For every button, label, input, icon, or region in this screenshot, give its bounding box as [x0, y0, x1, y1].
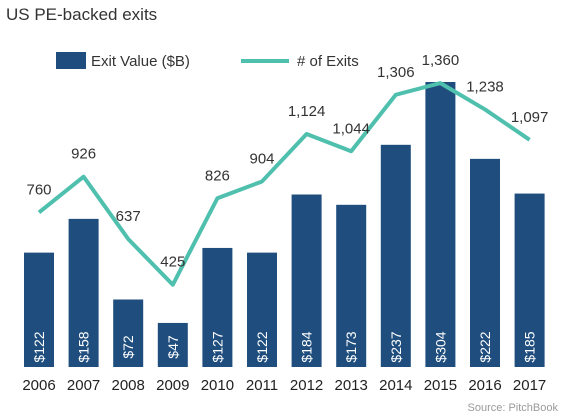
x-tick-2011: 2011 — [246, 377, 278, 394]
legend-label-num-exits: # of Exits — [297, 53, 359, 70]
x-tick-2017: 2017 — [513, 377, 546, 394]
bar-label-2013: $173 — [343, 331, 359, 362]
bar-label-2010: $127 — [209, 331, 225, 362]
x-tick-2007: 2007 — [67, 377, 100, 394]
legend: Exit Value ($B) # of Exits — [56, 52, 359, 70]
bar-label-2006: $122 — [31, 331, 47, 362]
bar-2016 — [470, 158, 500, 367]
exit-label-2007: 926 — [71, 146, 96, 163]
bar-label-2016: $222 — [477, 331, 493, 362]
x-tick-2014: 2014 — [379, 377, 412, 394]
exit-label-2015: 1,360 — [422, 52, 460, 69]
bar-label-2014: $237 — [388, 331, 404, 362]
exit-label-2014: 1,306 — [377, 64, 415, 81]
exit-label-2013: 1,044 — [332, 120, 370, 137]
chart-title: US PE-backed exits — [6, 5, 158, 24]
exit-label-2012: 1,124 — [288, 103, 326, 120]
exit-label-2008: 637 — [116, 208, 141, 225]
x-tick-2006: 2006 — [22, 377, 55, 394]
x-tick-2015: 2015 — [424, 377, 457, 394]
exit-label-2010: 826 — [205, 167, 230, 184]
bar-label-2017: $185 — [522, 331, 538, 362]
bar-label-2008: $72 — [120, 335, 136, 359]
exit-label-2011: 904 — [249, 150, 274, 167]
bar-2006 — [24, 252, 54, 367]
exit-label-2009: 425 — [160, 254, 185, 271]
source-note: Source: PitchBook — [467, 402, 559, 414]
legend-bar-swatch — [56, 52, 86, 69]
x-tick-2009: 2009 — [156, 377, 189, 394]
x-tick-2013: 2013 — [335, 377, 368, 394]
bar-2010 — [202, 247, 233, 367]
bar-2007 — [68, 218, 99, 367]
bar-2011 — [247, 252, 277, 367]
bar-2013 — [336, 204, 367, 367]
x-tick-2008: 2008 — [112, 377, 145, 394]
bar-2008 — [113, 299, 144, 367]
bar-label-2015: $304 — [432, 331, 448, 362]
legend-label-exit-value: Exit Value ($B) — [91, 53, 190, 70]
x-tick-2016: 2016 — [468, 377, 501, 394]
exits-line — [37, 81, 531, 287]
exit-label-2017: 1,097 — [511, 109, 549, 126]
exit-label-2016: 1,238 — [466, 78, 504, 95]
bar-label-2012: $184 — [299, 331, 315, 362]
bar-2009 — [157, 322, 188, 367]
bar-2012 — [291, 194, 322, 367]
bar-2017 — [514, 193, 545, 367]
bar-2015 — [425, 82, 456, 367]
x-tick-2012: 2012 — [290, 377, 323, 394]
bar-2014 — [380, 144, 411, 367]
exit-label-2006: 760 — [26, 181, 51, 198]
bar-label-2009: $47 — [165, 335, 181, 359]
bar-label-2007: $158 — [76, 331, 92, 362]
bar-label-2011: $122 — [254, 331, 270, 362]
x-tick-2010: 2010 — [201, 377, 234, 394]
